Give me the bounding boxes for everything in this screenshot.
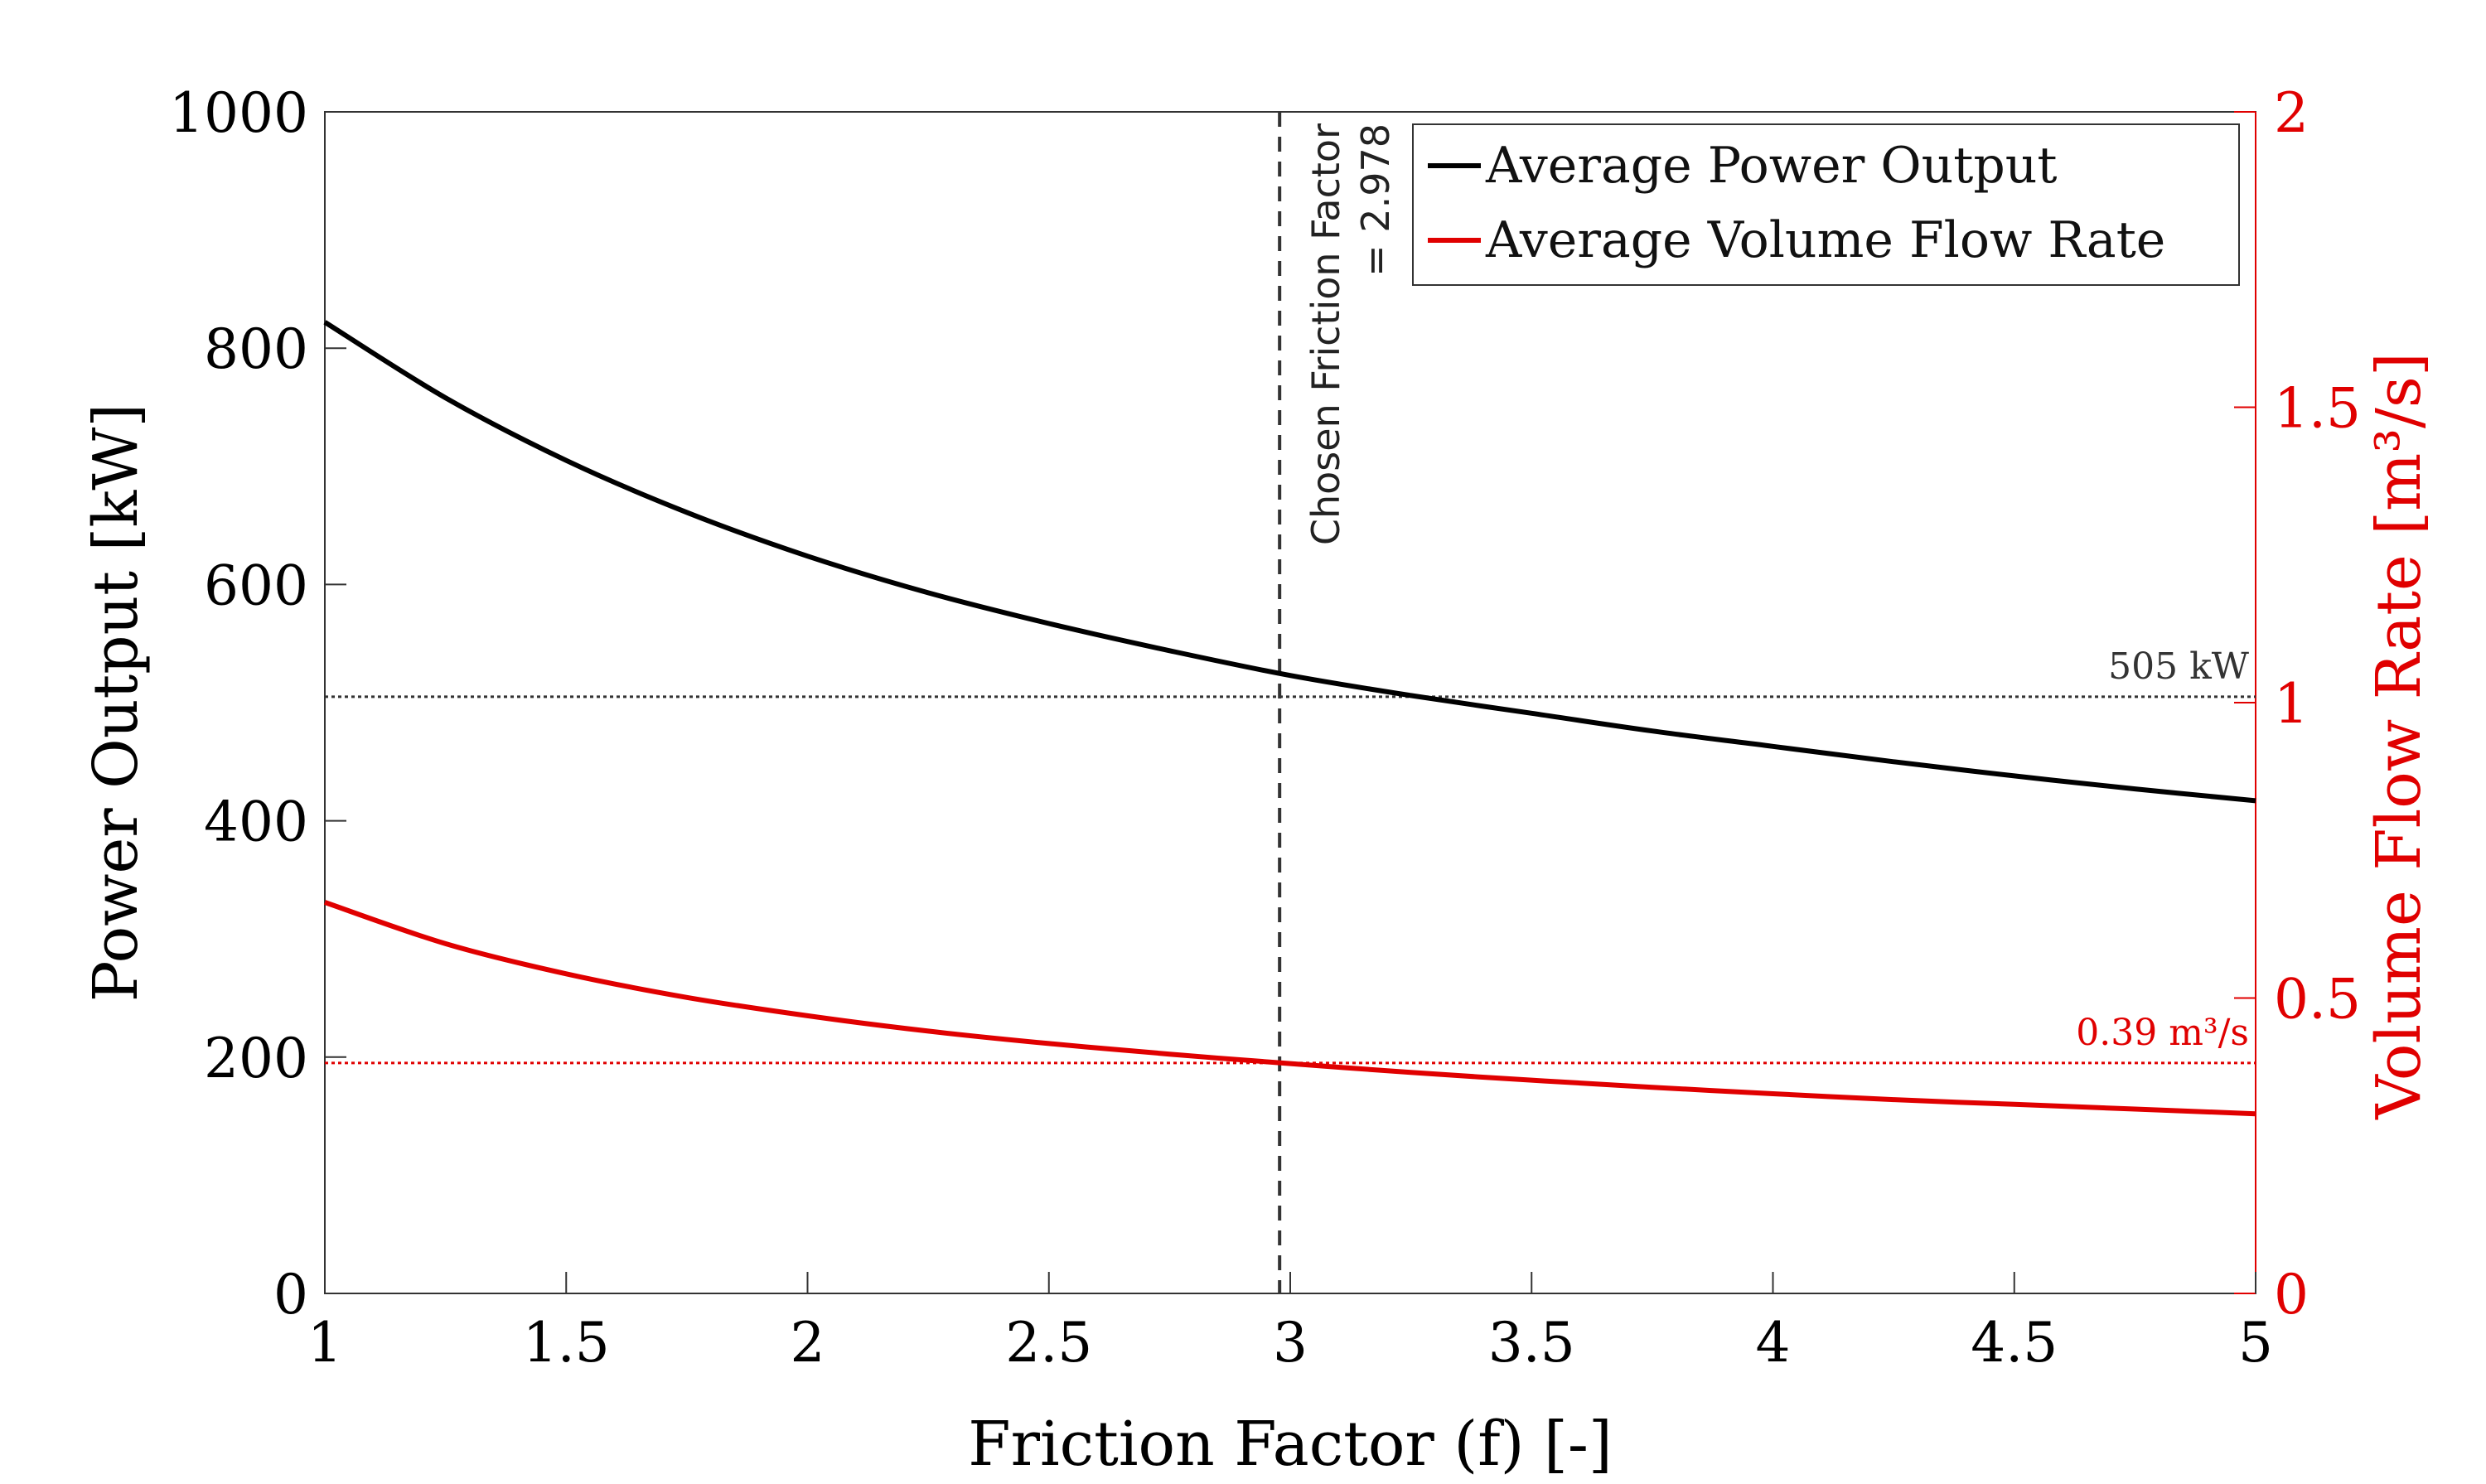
legend-box — [1412, 123, 2240, 286]
series-group — [323, 320, 2256, 1117]
right-tick-label: 1 — [2274, 672, 2309, 736]
right-tick-label: 0 — [2274, 1263, 2309, 1327]
x-tick-label: 5 — [2238, 1311, 2273, 1375]
left-tick-label: 800 — [204, 317, 308, 381]
left-y-axis-label: Power Output [kW] — [80, 404, 152, 1002]
power-reference-label: 505 kW — [2108, 645, 2250, 688]
power-output-line — [323, 320, 2256, 804]
legend-entry-power: Average Power Output — [1485, 137, 2058, 195]
flow-reference-label: 0.39 m³/s — [2076, 1012, 2249, 1054]
right-tick-label: 2 — [2274, 81, 2309, 145]
x-tick-label: 1 — [307, 1311, 342, 1375]
right-tick-label: 0.5 — [2274, 968, 2361, 1032]
left-tick-label: 0 — [273, 1263, 308, 1327]
left-tick-label: 600 — [204, 553, 308, 617]
x-tick-label: 2 — [791, 1311, 825, 1375]
left-tick-label: 200 — [204, 1027, 308, 1090]
x-axis-ticks: 1 1.5 2 2.5 3 3.5 4 4.5 5 — [307, 1272, 2273, 1375]
plot-area — [324, 111, 2256, 1294]
volume-flow-rate-line — [324, 900, 2256, 1117]
legend: Average Power Output Average Volume Flow… — [1412, 123, 2240, 286]
x-tick-label: 1.5 — [523, 1311, 610, 1375]
reference-lines: Chosen Friction Factor = 2.978 505 kW 0.39 … — [325, 112, 2256, 1293]
chosen-friction-factor-value: = 2.978 — [1353, 123, 1398, 277]
right-y-axis-label: Volume Flow Rate [m³/s] — [2363, 352, 2435, 1120]
legend-entry-flow: Average Volume Flow Rate — [1485, 211, 2165, 269]
left-tick-label: 400 — [204, 790, 308, 854]
right-axis-ticks: 0 0.5 1 1.5 2 — [2234, 81, 2361, 1327]
x-tick-label: 3.5 — [1488, 1311, 1575, 1375]
right-tick-label: 1.5 — [2274, 377, 2361, 441]
x-tick-label: 4 — [1756, 1311, 1791, 1375]
x-tick-label: 4.5 — [1971, 1311, 2058, 1375]
left-axis-ticks: 0 200 400 600 800 1000 — [169, 81, 346, 1327]
x-axis-label: Friction Factor (f) [-] — [968, 1409, 1612, 1480]
chosen-friction-factor-label: Chosen Friction Factor — [1303, 123, 1348, 545]
x-tick-label: 2.5 — [1005, 1311, 1092, 1375]
left-tick-label: 1000 — [169, 81, 308, 145]
x-tick-label: 3 — [1273, 1311, 1308, 1375]
